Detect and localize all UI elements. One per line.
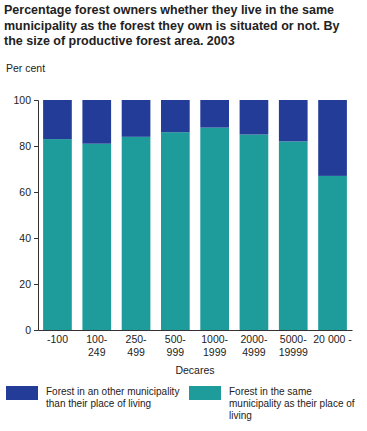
- tick-label: 500-999: [165, 333, 187, 357]
- text-line: the size of productive forest area. 2003: [4, 34, 235, 48]
- bar: [200, 100, 229, 128]
- title: Percentage forest owners whether they li…: [4, 3, 340, 48]
- text-line: living: [229, 410, 252, 421]
- tick-mark: [34, 146, 38, 147]
- tick-mark: [34, 192, 38, 193]
- bar: [240, 135, 269, 331]
- y-axis-title: Per cent: [6, 62, 45, 74]
- bar: [82, 100, 111, 144]
- tick-label: 250-499: [126, 333, 148, 357]
- bar: [82, 144, 111, 330]
- tick-label: 20 000 -: [313, 333, 352, 345]
- text-line: 1000-: [201, 333, 228, 345]
- legend-label: Forest in an other municipalitythan thei…: [46, 386, 179, 409]
- tick: 20: [19, 278, 38, 290]
- text-line: 500-: [165, 333, 187, 345]
- tick-mark: [34, 284, 38, 285]
- axis-line: [39, 330, 353, 331]
- tick: -100: [47, 330, 68, 345]
- tick-label: 100: [13, 94, 31, 106]
- series: [43, 100, 347, 176]
- tick: 250-499: [126, 330, 148, 358]
- text-line: 249: [88, 346, 106, 358]
- tick: 80: [19, 140, 38, 152]
- bars: [43, 100, 347, 330]
- tick-mark: [34, 330, 38, 331]
- text-line: 250-: [126, 333, 148, 345]
- tick-label: 100-249: [86, 333, 108, 357]
- bar: [43, 100, 72, 139]
- bar: [240, 100, 269, 135]
- text-line: 5000-: [280, 333, 307, 345]
- plot: 020406080100-100100-249250-499500-999100…: [13, 94, 352, 358]
- bar: [200, 128, 229, 330]
- text-line: municipality as their place of: [229, 398, 355, 409]
- tick: 100: [13, 94, 38, 106]
- x-axis: -100100-249250-499500-9991000-19992000-4…: [39, 330, 353, 358]
- bar: [318, 176, 347, 330]
- tick-label: 5000-19999: [279, 333, 308, 357]
- text-line: 4999: [242, 346, 266, 358]
- tick-label: 1000-1999: [201, 333, 228, 357]
- text-line: than their place of living: [46, 398, 151, 409]
- tick: 5000-19999: [279, 330, 308, 358]
- x-axis-title: Decares: [175, 364, 214, 376]
- chart: Percentage forest owners whether they li…: [0, 0, 367, 431]
- text-line: 100-: [86, 333, 108, 345]
- legend-label: Forest in the samemunicipality as their …: [229, 386, 355, 421]
- tick: 100-249: [86, 330, 108, 358]
- tick-mark: [34, 238, 38, 239]
- y-axis: 0 20 40 60 80 100: [13, 94, 38, 336]
- tick-label: 40: [19, 232, 31, 244]
- text-line: 2000-: [241, 333, 268, 345]
- tick: 20 000 -: [313, 330, 352, 345]
- axis-line: [34, 101, 39, 331]
- tick: 60: [19, 186, 38, 198]
- bar: [161, 132, 190, 330]
- text-line: Forest in an other municipality: [46, 386, 179, 397]
- text-line: 1999: [203, 346, 227, 358]
- tick-label: 20: [19, 278, 31, 290]
- text-line: Forest in the same: [229, 386, 312, 397]
- bar: [161, 100, 190, 132]
- bar: [279, 141, 308, 330]
- series: [43, 128, 347, 330]
- legend-item: Forest in the samemunicipality as their …: [189, 386, 355, 421]
- text-line: 999: [167, 346, 185, 358]
- bar: [122, 137, 151, 330]
- legend: Forest in an other municipalitythan thei…: [6, 386, 355, 421]
- text-line: 19999: [279, 346, 308, 358]
- tick-label: 0: [25, 324, 31, 336]
- bar: [318, 100, 347, 176]
- bar: [279, 100, 308, 141]
- tick: 40: [19, 232, 38, 244]
- legend-swatch: [189, 386, 221, 400]
- tick-label: 2000-4999: [241, 333, 268, 357]
- legend-swatch: [6, 386, 38, 400]
- tick-label: 60: [19, 186, 31, 198]
- tick: 2000-4999: [241, 330, 268, 358]
- tick: 500-999: [165, 330, 187, 358]
- bar: [122, 100, 151, 137]
- bar: [43, 139, 72, 330]
- legend-item: Forest in an other municipalitythan thei…: [6, 386, 179, 409]
- text-line: Percentage forest owners whether they li…: [4, 3, 334, 17]
- tick-mark: [34, 100, 38, 101]
- tick: 0: [25, 324, 38, 336]
- tick-label: 80: [19, 140, 31, 152]
- text-line: municipality as the forest they own is s…: [4, 19, 340, 33]
- text-line: 499: [127, 346, 145, 358]
- tick-label: -100: [47, 333, 68, 345]
- tick: 1000-1999: [201, 330, 228, 358]
